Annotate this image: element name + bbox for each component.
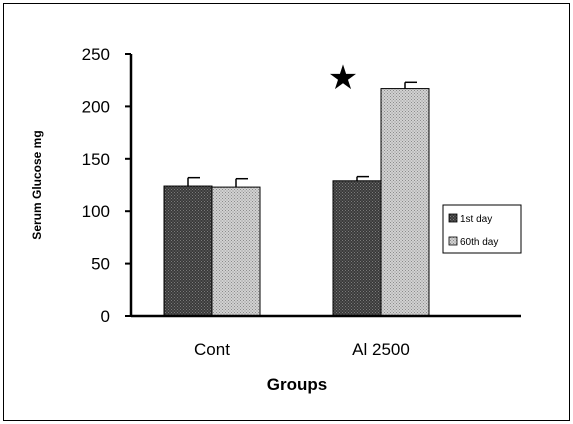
y-tick-label: 0 (101, 307, 110, 326)
bar-1st-day (332, 180, 382, 317)
annotations-group: ★ (328, 59, 358, 97)
y-tick-label: 50 (91, 255, 110, 274)
legend-label-1st-day: 1st day (460, 214, 492, 225)
y-tick-label: 250 (82, 45, 110, 64)
x-tick-label: Al 2500 (352, 340, 410, 359)
y-tick-label: 200 (82, 97, 110, 116)
x-axis-label: Groups (267, 375, 327, 394)
bar-60th-day (380, 88, 430, 317)
significance-star: ★ (328, 59, 358, 97)
legend-swatch-1st-day (448, 213, 458, 223)
y-tick-label: 150 (82, 150, 110, 169)
bar-60th-day (211, 186, 261, 317)
y-tick-label: 100 (82, 202, 110, 221)
legend-label-60th-day: 60th day (460, 237, 498, 248)
y-axis-ticks: 0 50 100 150 200 250 (82, 45, 131, 326)
x-axis-categories: Cont Al 2500 (194, 340, 410, 359)
legend-swatch-60th-day (448, 236, 458, 246)
bar-1st-day (163, 185, 213, 317)
error-bars-group (187, 81, 417, 188)
x-tick-label: Cont (194, 340, 230, 359)
y-axis-label: Serum Glucose mg (30, 130, 44, 239)
legend: 1st day 60th day (442, 204, 522, 254)
